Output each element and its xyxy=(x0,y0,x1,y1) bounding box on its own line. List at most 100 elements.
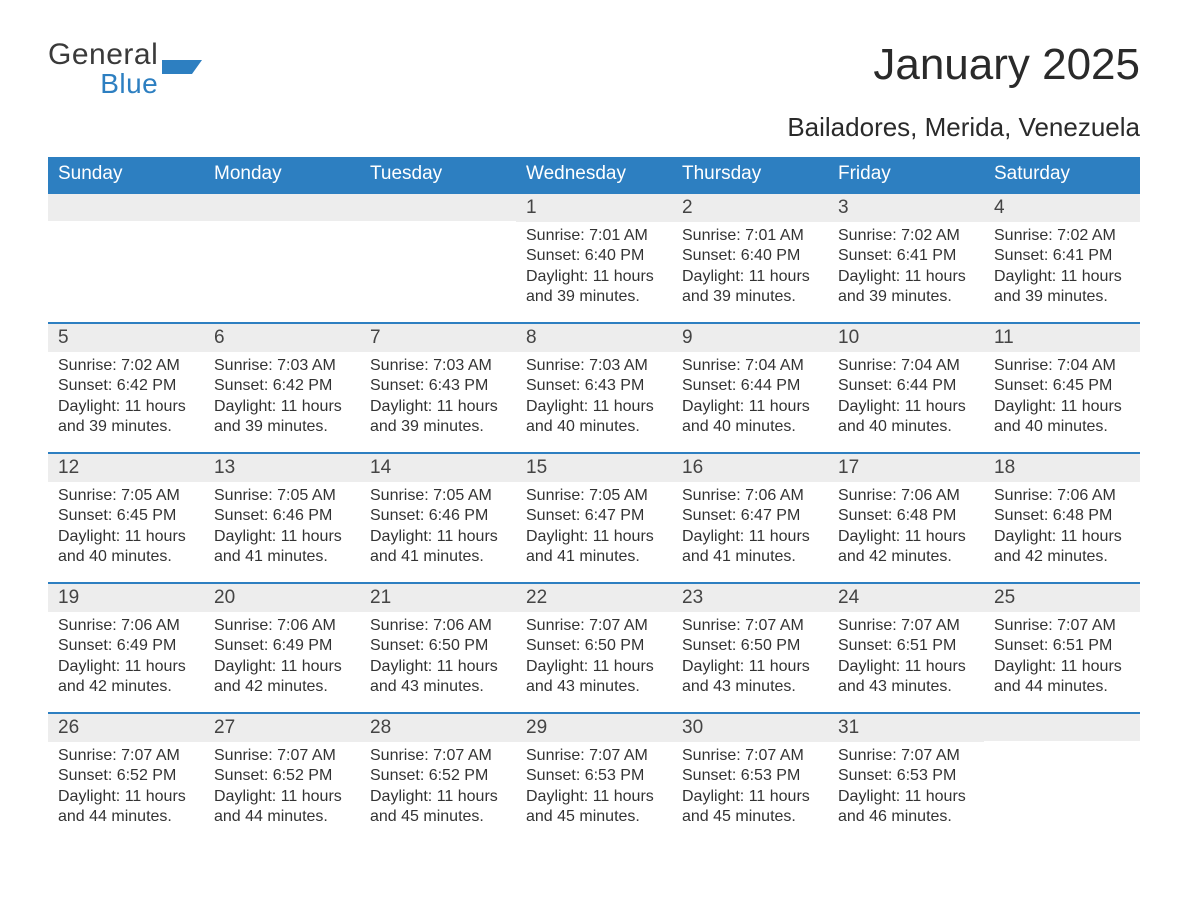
day-details: Sunrise: 7:06 AMSunset: 6:48 PMDaylight:… xyxy=(984,482,1140,568)
day-cell: 4Sunrise: 7:02 AMSunset: 6:41 PMDaylight… xyxy=(984,194,1140,322)
day-cell: 6Sunrise: 7:03 AMSunset: 6:42 PMDaylight… xyxy=(204,324,360,452)
day-cell: 29Sunrise: 7:07 AMSunset: 6:53 PMDayligh… xyxy=(516,714,672,842)
day-details: Sunrise: 7:01 AMSunset: 6:40 PMDaylight:… xyxy=(516,222,672,308)
calendar: SundayMondayTuesdayWednesdayThursdayFrid… xyxy=(48,157,1140,842)
daylight-line1: Daylight: 11 hours xyxy=(214,527,350,547)
sunset-text: Sunset: 6:45 PM xyxy=(994,376,1130,396)
day-number: 15 xyxy=(516,454,672,482)
day-number: 18 xyxy=(984,454,1140,482)
sunrise-text: Sunrise: 7:04 AM xyxy=(994,356,1130,376)
day-details: Sunrise: 7:04 AMSunset: 6:44 PMDaylight:… xyxy=(828,352,984,438)
daylight-line2: and 40 minutes. xyxy=(994,417,1130,437)
day-details: Sunrise: 7:07 AMSunset: 6:51 PMDaylight:… xyxy=(828,612,984,698)
week-row: 5Sunrise: 7:02 AMSunset: 6:42 PMDaylight… xyxy=(48,322,1140,452)
day-number: 30 xyxy=(672,714,828,742)
sunset-text: Sunset: 6:47 PM xyxy=(682,506,818,526)
sunrise-text: Sunrise: 7:03 AM xyxy=(526,356,662,376)
day-details: Sunrise: 7:03 AMSunset: 6:43 PMDaylight:… xyxy=(516,352,672,438)
weekday-header: Tuesday xyxy=(360,157,516,192)
day-number: 28 xyxy=(360,714,516,742)
sunrise-text: Sunrise: 7:05 AM xyxy=(370,486,506,506)
daylight-line2: and 40 minutes. xyxy=(682,417,818,437)
sunset-text: Sunset: 6:41 PM xyxy=(838,246,974,266)
week-row: 19Sunrise: 7:06 AMSunset: 6:49 PMDayligh… xyxy=(48,582,1140,712)
day-cell: 30Sunrise: 7:07 AMSunset: 6:53 PMDayligh… xyxy=(672,714,828,842)
sunset-text: Sunset: 6:48 PM xyxy=(994,506,1130,526)
sunset-text: Sunset: 6:50 PM xyxy=(682,636,818,656)
sunset-text: Sunset: 6:49 PM xyxy=(214,636,350,656)
sunrise-text: Sunrise: 7:04 AM xyxy=(682,356,818,376)
day-number: 23 xyxy=(672,584,828,612)
daylight-line2: and 46 minutes. xyxy=(838,807,974,827)
daylight-line2: and 45 minutes. xyxy=(682,807,818,827)
sunrise-text: Sunrise: 7:07 AM xyxy=(682,746,818,766)
daylight-line2: and 39 minutes. xyxy=(838,287,974,307)
weeks-container: 1Sunrise: 7:01 AMSunset: 6:40 PMDaylight… xyxy=(48,192,1140,842)
daylight-line2: and 40 minutes. xyxy=(526,417,662,437)
day-number: 6 xyxy=(204,324,360,352)
day-number: 12 xyxy=(48,454,204,482)
sunrise-text: Sunrise: 7:05 AM xyxy=(58,486,194,506)
sunset-text: Sunset: 6:48 PM xyxy=(838,506,974,526)
sunset-text: Sunset: 6:41 PM xyxy=(994,246,1130,266)
sunrise-text: Sunrise: 7:05 AM xyxy=(526,486,662,506)
day-details: Sunrise: 7:02 AMSunset: 6:41 PMDaylight:… xyxy=(828,222,984,308)
sunset-text: Sunset: 6:42 PM xyxy=(58,376,194,396)
day-number: 5 xyxy=(48,324,204,352)
sunset-text: Sunset: 6:53 PM xyxy=(838,766,974,786)
sunrise-text: Sunrise: 7:04 AM xyxy=(838,356,974,376)
day-number: 11 xyxy=(984,324,1140,352)
brand-general: General xyxy=(48,40,158,70)
day-cell: 5Sunrise: 7:02 AMSunset: 6:42 PMDaylight… xyxy=(48,324,204,452)
daylight-line2: and 42 minutes. xyxy=(58,677,194,697)
day-cell: 12Sunrise: 7:05 AMSunset: 6:45 PMDayligh… xyxy=(48,454,204,582)
day-details: Sunrise: 7:07 AMSunset: 6:52 PMDaylight:… xyxy=(204,742,360,828)
day-cell: 3Sunrise: 7:02 AMSunset: 6:41 PMDaylight… xyxy=(828,194,984,322)
day-details: Sunrise: 7:07 AMSunset: 6:53 PMDaylight:… xyxy=(828,742,984,828)
daylight-line2: and 41 minutes. xyxy=(370,547,506,567)
daylight-line2: and 44 minutes. xyxy=(58,807,194,827)
daylight-line2: and 40 minutes. xyxy=(838,417,974,437)
sunset-text: Sunset: 6:45 PM xyxy=(58,506,194,526)
day-number: 10 xyxy=(828,324,984,352)
sunrise-text: Sunrise: 7:06 AM xyxy=(58,616,194,636)
day-number: 2 xyxy=(672,194,828,222)
day-details: Sunrise: 7:02 AMSunset: 6:41 PMDaylight:… xyxy=(984,222,1140,308)
sunset-text: Sunset: 6:40 PM xyxy=(526,246,662,266)
day-cell: 19Sunrise: 7:06 AMSunset: 6:49 PMDayligh… xyxy=(48,584,204,712)
day-details: Sunrise: 7:07 AMSunset: 6:52 PMDaylight:… xyxy=(360,742,516,828)
day-cell: 13Sunrise: 7:05 AMSunset: 6:46 PMDayligh… xyxy=(204,454,360,582)
sunset-text: Sunset: 6:51 PM xyxy=(838,636,974,656)
day-cell: 22Sunrise: 7:07 AMSunset: 6:50 PMDayligh… xyxy=(516,584,672,712)
day-details: Sunrise: 7:07 AMSunset: 6:50 PMDaylight:… xyxy=(672,612,828,698)
day-number: 22 xyxy=(516,584,672,612)
day-cell xyxy=(204,194,360,322)
day-details: Sunrise: 7:05 AMSunset: 6:46 PMDaylight:… xyxy=(360,482,516,568)
flag-icon xyxy=(162,54,204,85)
daylight-line1: Daylight: 11 hours xyxy=(58,787,194,807)
daylight-line2: and 39 minutes. xyxy=(682,287,818,307)
sunrise-text: Sunrise: 7:06 AM xyxy=(838,486,974,506)
day-details: Sunrise: 7:07 AMSunset: 6:50 PMDaylight:… xyxy=(516,612,672,698)
day-details: Sunrise: 7:05 AMSunset: 6:45 PMDaylight:… xyxy=(48,482,204,568)
day-cell: 20Sunrise: 7:06 AMSunset: 6:49 PMDayligh… xyxy=(204,584,360,712)
day-details: Sunrise: 7:06 AMSunset: 6:47 PMDaylight:… xyxy=(672,482,828,568)
day-details: Sunrise: 7:05 AMSunset: 6:47 PMDaylight:… xyxy=(516,482,672,568)
header: General Blue January 2025 Bailadores, Me… xyxy=(48,40,1140,143)
daylight-line1: Daylight: 11 hours xyxy=(370,657,506,677)
day-cell: 8Sunrise: 7:03 AMSunset: 6:43 PMDaylight… xyxy=(516,324,672,452)
sunset-text: Sunset: 6:53 PM xyxy=(682,766,818,786)
sunrise-text: Sunrise: 7:01 AM xyxy=(526,226,662,246)
day-cell: 10Sunrise: 7:04 AMSunset: 6:44 PMDayligh… xyxy=(828,324,984,452)
day-details: Sunrise: 7:07 AMSunset: 6:51 PMDaylight:… xyxy=(984,612,1140,698)
day-cell: 26Sunrise: 7:07 AMSunset: 6:52 PMDayligh… xyxy=(48,714,204,842)
daylight-line1: Daylight: 11 hours xyxy=(838,527,974,547)
day-number xyxy=(48,194,204,221)
daylight-line2: and 45 minutes. xyxy=(526,807,662,827)
day-number: 4 xyxy=(984,194,1140,222)
day-number xyxy=(204,194,360,221)
daylight-line2: and 39 minutes. xyxy=(58,417,194,437)
day-cell: 25Sunrise: 7:07 AMSunset: 6:51 PMDayligh… xyxy=(984,584,1140,712)
daylight-line1: Daylight: 11 hours xyxy=(526,397,662,417)
sunset-text: Sunset: 6:46 PM xyxy=(214,506,350,526)
